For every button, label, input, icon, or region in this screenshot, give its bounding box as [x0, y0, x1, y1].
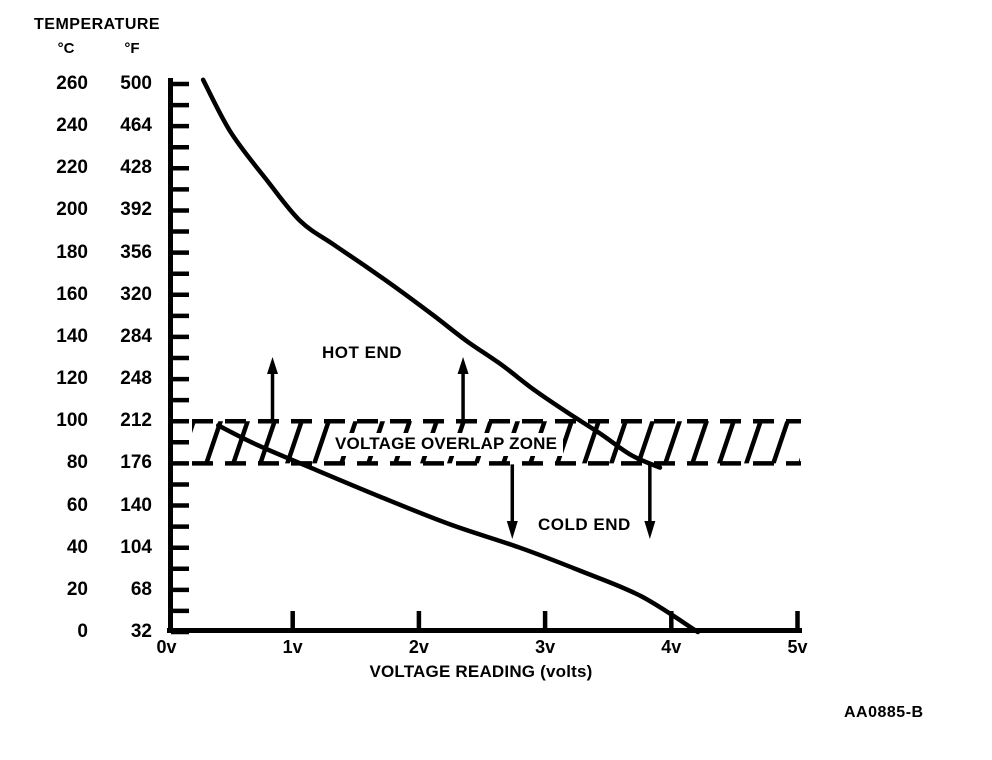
x-axis-tick-label: 0v — [156, 637, 177, 657]
cold-end-label: COLD END — [538, 515, 631, 534]
y-label-celsius: 160 — [56, 283, 88, 305]
figure-code: AA0885-B — [844, 704, 924, 721]
y-axis-label-row: 80 176 — [0, 453, 160, 473]
y-axis-label-row: 140 284 — [0, 325, 160, 347]
y-label-celsius: 200 — [56, 199, 88, 221]
y-label-celsius: 120 — [56, 368, 88, 390]
x-axis-tick-label: 5v — [787, 637, 808, 657]
y-label-fahrenheit: 32 — [130, 621, 152, 642]
y-axis-label-row: 160 320 — [0, 283, 160, 305]
y-label-fahrenheit: 320 — [120, 283, 152, 305]
x-axis-tick-label: 4v — [661, 637, 682, 657]
y-axis-label-row: 100 212 — [0, 411, 160, 431]
y-axis-label-row: 260 500 — [0, 74, 160, 94]
y-axis-label-row: 0 32 — [0, 622, 160, 642]
y-label-fahrenheit: 212 — [120, 410, 152, 432]
y-axis-label-row: 20 68 — [0, 578, 160, 600]
y-label-fahrenheit: 464 — [120, 115, 152, 137]
y-label-fahrenheit: 248 — [120, 368, 152, 390]
x-axis-tick-label: 3v — [535, 637, 556, 657]
y-label-fahrenheit: 140 — [120, 494, 152, 516]
y-axis-label-row: 200 392 — [0, 200, 160, 220]
y-label-fahrenheit: 428 — [120, 157, 152, 179]
y-axis-label-row: 240 464 — [0, 116, 160, 136]
y-axis-label-row: 40 104 — [0, 536, 160, 558]
y-label-fahrenheit: 356 — [120, 241, 152, 263]
y-label-fahrenheit: 104 — [120, 536, 152, 558]
x-axis-tick-label: 1v — [282, 637, 303, 657]
y-label-celsius: 220 — [56, 157, 88, 179]
up-arrow — [457, 357, 469, 421]
hot-end-curve — [200, 77, 663, 470]
y-label-celsius: 240 — [56, 115, 88, 137]
y-axis-label-row: 180 356 — [0, 241, 160, 263]
x-axis-tick-label: 2v — [408, 637, 429, 657]
y-axis-ticks — [171, 81, 189, 635]
y-label-celsius: 20 — [66, 578, 88, 600]
y-label-celsius: 140 — [56, 325, 88, 347]
y-axis-label-row: 120 248 — [0, 369, 160, 389]
y-label-fahrenheit: 500 — [120, 73, 152, 94]
y-label-celsius: 100 — [56, 410, 88, 432]
x-axis-title: VOLTAGE READING (volts) — [369, 662, 593, 681]
chart-title: TEMPERATURE — [34, 16, 161, 33]
y-axis-header-fahrenheit: °F — [124, 40, 140, 57]
y-label-celsius: 260 — [56, 73, 88, 94]
y-label-celsius: 0 — [77, 621, 88, 642]
y-label-celsius: 60 — [66, 494, 88, 516]
overlap-zone-dashed-edges — [192, 418, 801, 466]
y-label-celsius: 40 — [66, 536, 88, 558]
down-arrow — [506, 464, 518, 539]
y-axis-label-row: 220 428 — [0, 158, 160, 178]
y-label-celsius: 80 — [66, 452, 88, 474]
voltage-overlap-zone-label: VOLTAGE OVERLAP ZONE — [329, 433, 564, 456]
y-label-fahrenheit: 68 — [130, 578, 152, 600]
cold-end-curve — [215, 423, 701, 635]
y-label-fahrenheit: 392 — [120, 199, 152, 221]
y-label-fahrenheit: 176 — [120, 452, 152, 474]
y-axis-header-celsius: °C — [57, 40, 75, 57]
down-arrow — [644, 464, 656, 539]
y-label-fahrenheit: 284 — [120, 325, 152, 347]
hot-end-label: HOT END — [322, 343, 402, 362]
y-axis-label-row: 60 140 — [0, 494, 160, 516]
x-axis-ticks — [290, 611, 800, 629]
y-label-celsius: 180 — [56, 241, 88, 263]
up-arrow — [267, 357, 279, 421]
